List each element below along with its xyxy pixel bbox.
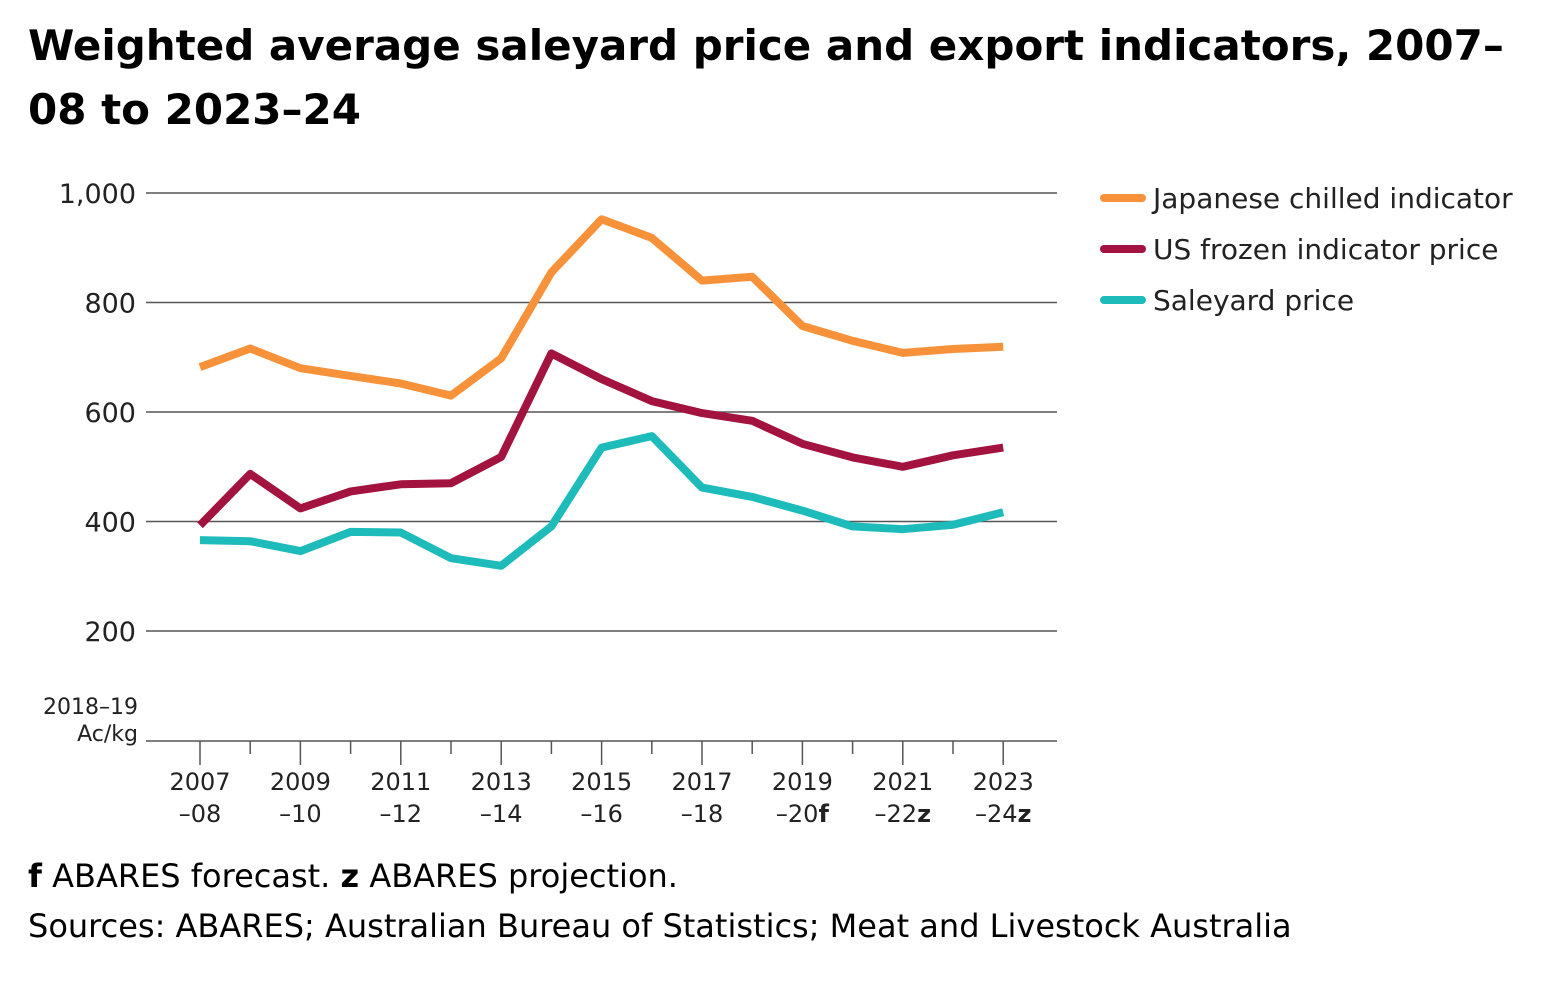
y-axis-ticks: 200 400 600 800 1,000 — [59, 179, 136, 648]
y-tick-label-800: 800 — [84, 289, 136, 320]
legend-label-0: Japanese chilled indicator — [1151, 182, 1513, 215]
x-tick-label-10: 2017 — [671, 768, 732, 796]
x-tick-sublabel-16: –24z — [975, 800, 1032, 828]
x-tick-label-14: 2021 — [872, 768, 933, 796]
footnote-sources: Sources: ABARES; Australian Bureau of St… — [28, 907, 1292, 945]
series-lines — [197, 215, 1005, 570]
x-tick-label-0: 2007 — [169, 768, 230, 796]
projection-text: ABARES projection. — [359, 857, 678, 895]
y-tick-label-200: 200 — [84, 617, 136, 648]
x-tick-suffix-14: z — [917, 800, 931, 828]
x-tick-label-6: 2013 — [471, 768, 532, 796]
y-tick-label-1000: 1,000 — [59, 179, 136, 210]
y-tick-label-400: 400 — [84, 508, 136, 539]
y-tick-label-600: 600 — [84, 398, 136, 429]
x-tick-suffix-12: f — [818, 800, 829, 828]
y-axis-unit-label-line1: 2018–19 — [43, 695, 138, 720]
projection-marker: z — [340, 857, 360, 895]
x-tick-sublabel-0: –08 — [179, 800, 222, 828]
x-tick-label-2: 2009 — [270, 768, 331, 796]
series-line-2 — [199, 432, 1005, 570]
legend-label-1: US frozen indicator price — [1153, 233, 1498, 266]
legend: Japanese chilled indicator US frozen indi… — [1100, 182, 1513, 317]
legend-label-2: Saleyard price — [1153, 284, 1354, 317]
x-tick-sublabel-6: –14 — [480, 800, 523, 828]
x-tick-label-8: 2015 — [571, 768, 632, 796]
forecast-marker: f — [28, 857, 42, 895]
x-tick-label-4: 2011 — [370, 768, 431, 796]
chart-title: Weighted average saleyard price and expo… — [28, 21, 1504, 134]
series-line-0 — [198, 215, 1004, 400]
x-tick-sublabel-4: –12 — [380, 800, 423, 828]
gridlines — [146, 192, 1057, 632]
y-axis-unit-label-line2: Ac/kg — [77, 722, 138, 747]
x-tick-sublabel-2: –10 — [279, 800, 322, 828]
x-tick-sublabel-14: –22z — [875, 800, 932, 828]
x-tick-suffix-16: z — [1017, 800, 1031, 828]
forecast-text: ABARES forecast. — [41, 857, 341, 895]
footnote-forecast: f ABARES forecast. z ABARES projection. — [28, 856, 678, 896]
x-tick-sublabel-8: –16 — [580, 800, 623, 828]
x-axis: 2007 –08 2009 –10 2011 –12 2013 –14 2015 –16 2017 –… — [146, 740, 1057, 828]
x-tick-label-16: 2023 — [973, 768, 1034, 796]
x-tick-label-12: 2019 — [772, 768, 833, 796]
x-tick-sublabel-12: –20f — [776, 800, 830, 828]
series-line-1 — [197, 349, 1004, 529]
x-tick-sublabel-10: –18 — [681, 800, 724, 828]
